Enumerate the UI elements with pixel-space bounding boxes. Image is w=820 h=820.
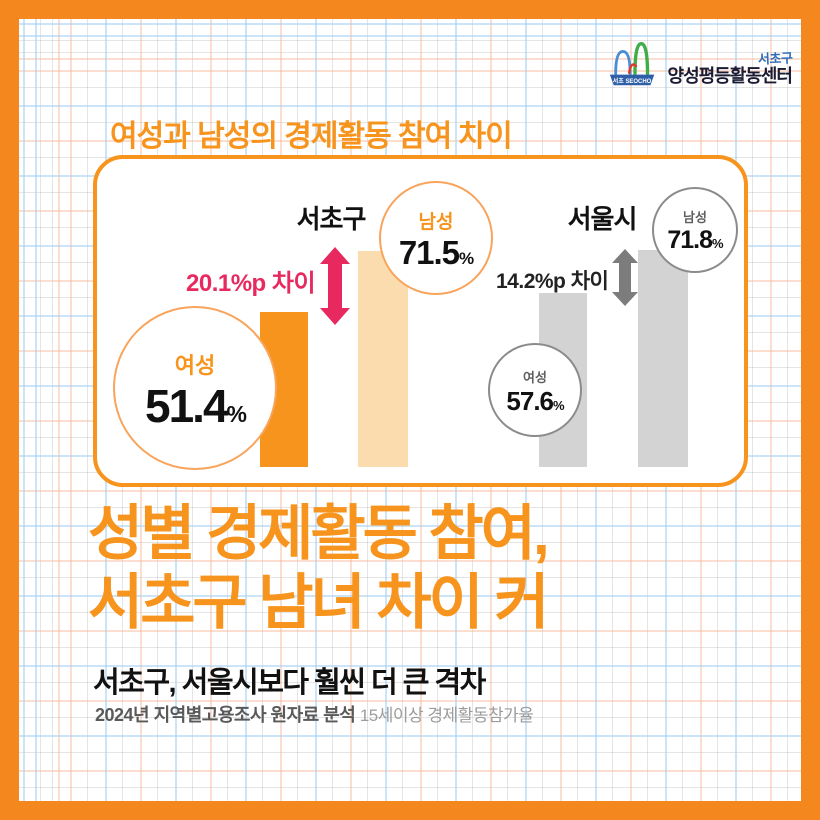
bar-seoul-male <box>638 250 688 467</box>
badge-seocho-male: 남성 71.5% <box>379 181 493 295</box>
badge-label: 남성 <box>683 210 707 225</box>
chart-panel: 서초구 20.1%p 차이 여성 51.4% 남성 71.5% 서울시 14.2… <box>93 155 748 487</box>
logo-district-label: 서초구 <box>757 50 793 67</box>
source-secondary: 15세이상 경제활동참가율 <box>359 706 534 725</box>
subtitle: 서초구, 서울시보다 훨씬 더 큰 격차 <box>93 667 486 699</box>
badge-seoul-male: 남성 71.8% <box>652 187 738 273</box>
badge-label: 여성 <box>523 369 547 385</box>
badge-value: 71.8% <box>667 226 723 254</box>
badge-label: 여성 <box>174 352 216 378</box>
badge-value: 71.5% <box>398 234 474 271</box>
gap-label-seocho: 20.1%p 차이 <box>186 270 316 297</box>
kicker-title: 여성과 남성의 경제활동 참여 차이 <box>110 120 513 153</box>
headline: 성별 경제활동 참여, 서초구 남녀 차이 커 <box>88 499 550 637</box>
badge-value: 57.6% <box>506 385 564 416</box>
gap-label-seoul: 14.2%p 차이 <box>496 270 609 293</box>
badge-label: 남성 <box>418 212 454 233</box>
headline-line-1: 성별 경제활동 참여, <box>88 500 550 567</box>
gap-arrow-seoul-icon <box>612 249 638 306</box>
group-label-seoul: 서울시 <box>567 204 638 234</box>
badge-seocho-female: 여성 51.4% <box>113 306 277 470</box>
logo-mark-text: 서초 SEOCHO <box>612 77 651 85</box>
bar-seocho-male <box>358 251 408 467</box>
badge-value: 51.4% <box>145 379 247 432</box>
logo-center-name: 양성평등활동센터 <box>667 66 793 86</box>
group-label-seocho: 서초구 <box>296 204 367 234</box>
headline-line-2: 서초구 남녀 차이 커 <box>88 569 550 636</box>
source-note: 2024년 지역별고용조사 원자료 분석 15세이상 경제활동참가율 <box>95 701 534 727</box>
logo: 서초 SEOCHO 서초구 양성평등활동센터 <box>606 40 793 88</box>
gap-arrow-seocho-icon <box>320 247 350 325</box>
seocho-mountain-logo-icon: 서초 SEOCHO <box>609 42 654 86</box>
badge-seoul-female: 여성 57.6% <box>488 343 582 437</box>
source-primary: 2024년 지역별고용조사 원자료 분석 <box>95 705 356 725</box>
